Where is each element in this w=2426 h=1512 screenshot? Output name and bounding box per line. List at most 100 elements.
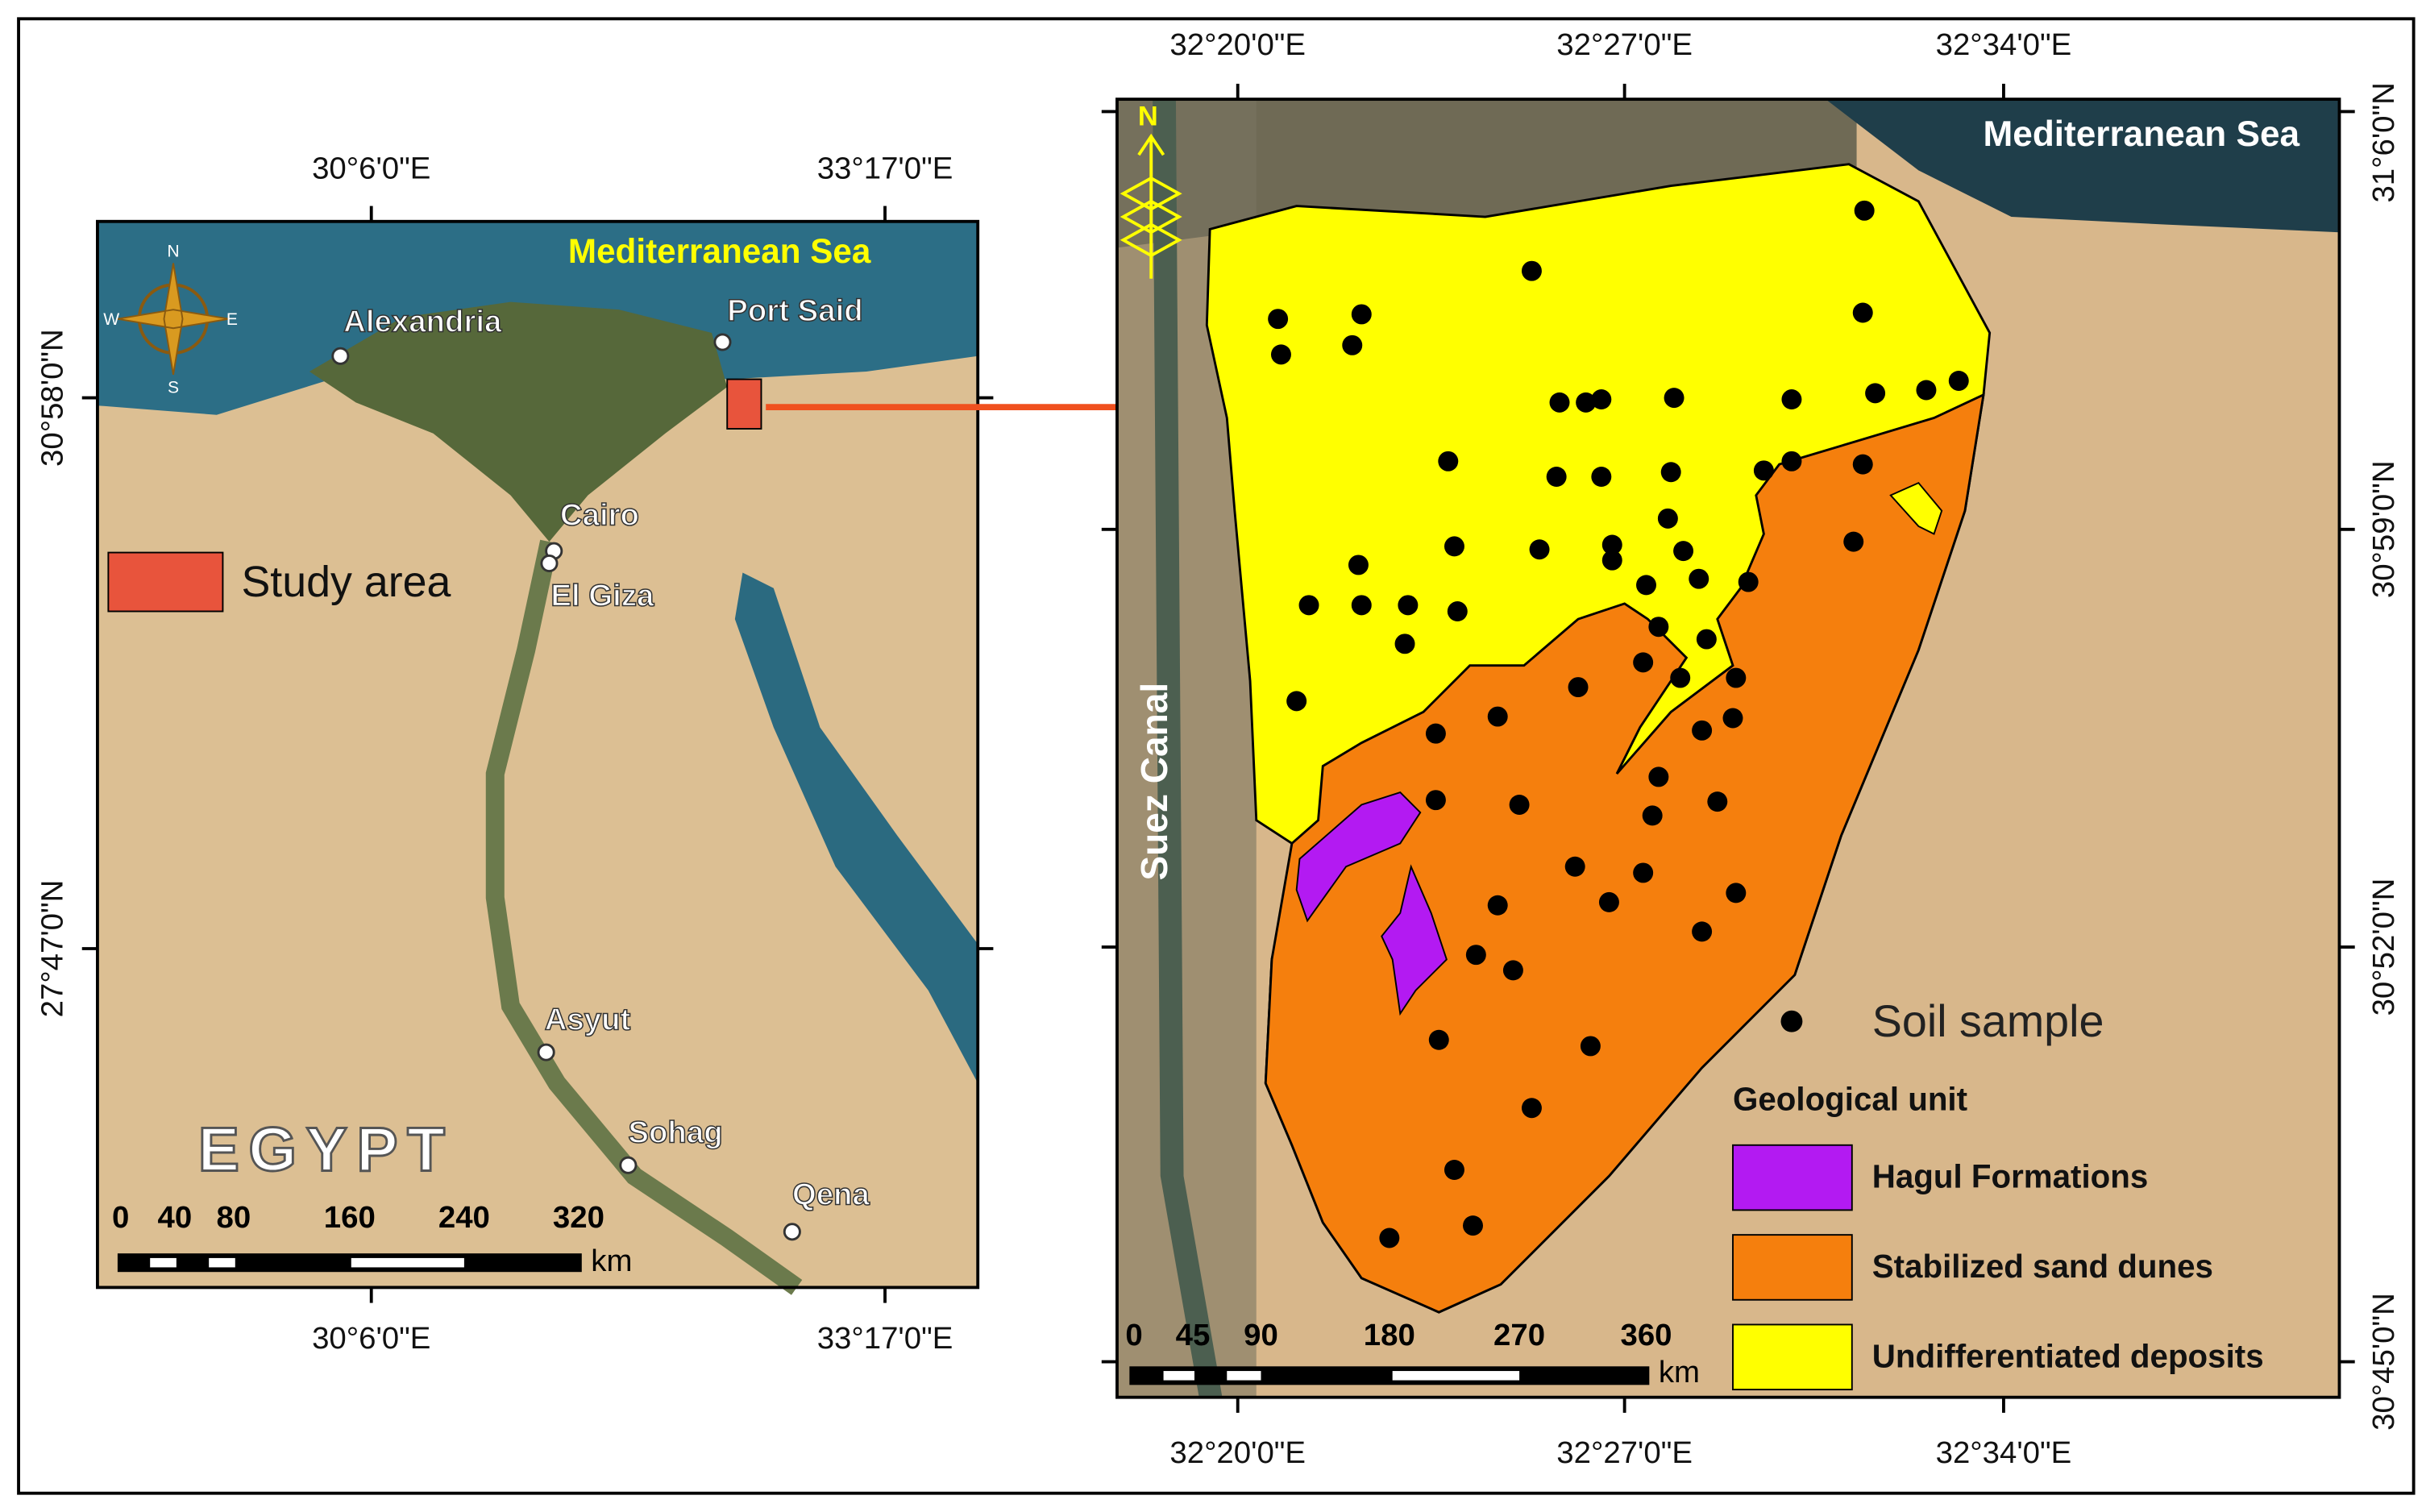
soil-sample <box>1648 766 1669 787</box>
scale-unit: km <box>1659 1355 1700 1389</box>
soil-sample <box>1549 392 1570 413</box>
soil-sample <box>1642 805 1663 826</box>
coord-label: 33°17'0"E <box>817 152 953 186</box>
soil-sample <box>1670 667 1691 688</box>
soil-sample <box>1463 1215 1483 1236</box>
place-label: Sohag <box>628 1115 722 1149</box>
soil-sample <box>1576 392 1597 413</box>
coord-label: 33°17'0"E <box>817 1321 953 1356</box>
scale-label: 160 <box>324 1200 376 1235</box>
soil-sample <box>1546 467 1567 487</box>
scale-labels: 0 45 90 180 270 360 <box>1125 1318 1672 1352</box>
soil-sample <box>1598 891 1619 912</box>
sea-label: Mediterranean Sea <box>1984 114 2300 154</box>
soil-sample <box>1568 677 1589 698</box>
place-label: Cairo <box>560 498 639 533</box>
soil-sample <box>1753 460 1774 481</box>
sea-label: Mediterranean Sea <box>568 232 871 270</box>
soil-sample <box>1722 708 1743 729</box>
soil-sample <box>1591 467 1612 487</box>
canal-label: Suez Canal <box>1133 683 1175 881</box>
soil-sample <box>1379 1227 1400 1248</box>
soil-sample <box>1664 388 1684 409</box>
soil-sample <box>1633 862 1654 883</box>
legend-title: Geological unit <box>1733 1082 1967 1118</box>
soil-sample <box>1351 595 1372 616</box>
coord-label: 30°45'0"N <box>2366 1293 2401 1431</box>
scale-label: 240 <box>438 1200 490 1235</box>
compass <box>117 263 230 375</box>
legend-label: Study area <box>241 558 451 606</box>
soil-sample <box>1689 568 1709 589</box>
compass-letter: W <box>103 310 119 329</box>
soil-sample <box>1726 883 1747 903</box>
soil-sample <box>1696 629 1717 650</box>
soil-sample <box>1342 334 1363 355</box>
soil-sample <box>1852 302 1873 323</box>
legend-swatch <box>1732 1234 1853 1301</box>
coord-label: 30°52'0"N <box>2366 879 2401 1016</box>
soil-sample <box>1465 945 1486 966</box>
soil-sample <box>1657 508 1678 529</box>
place-label: El Giza <box>550 578 654 613</box>
legend-swatch <box>1732 1144 1853 1211</box>
canal <box>1153 99 1223 1398</box>
legend-swatch <box>107 551 224 613</box>
soil-sample <box>1692 720 1713 741</box>
soil-sample <box>1707 791 1728 812</box>
soil-sample <box>1673 541 1694 562</box>
scale-label: 180 <box>1364 1318 1415 1352</box>
scale-label: 320 <box>553 1200 604 1235</box>
soil-sample <box>1852 454 1873 475</box>
coord-label: 32°27'0"E <box>1556 27 1693 62</box>
soil-sample <box>1351 304 1372 325</box>
scale-label: 45 <box>1176 1318 1211 1352</box>
soil-sample <box>1854 200 1875 221</box>
soil-sample <box>1648 617 1669 638</box>
scale-label: 80 <box>217 1200 251 1235</box>
soil-sample <box>1487 895 1508 916</box>
legend-label: Hagul Formations <box>1872 1159 2149 1195</box>
soil-sample <box>1781 451 1802 471</box>
soil-sample <box>1438 451 1459 471</box>
soil-sample <box>1564 856 1585 877</box>
legend-swatch <box>1732 1323 1853 1391</box>
soil-sample <box>1660 462 1681 483</box>
legend-label: Stabilized sand dunes <box>1872 1248 2213 1285</box>
soil-sample <box>1601 550 1622 571</box>
soil-sample <box>1286 691 1307 712</box>
soil-sample <box>1636 575 1656 596</box>
coord-label: 32°20'0"E <box>1169 1435 1306 1470</box>
coord-label: 32°34'0"E <box>1936 1435 2072 1470</box>
compass-letter: E <box>226 310 238 329</box>
red-sea <box>734 572 978 1084</box>
frame <box>96 219 980 1290</box>
soil-sample <box>1425 790 1446 811</box>
north-label: N <box>1138 101 1158 131</box>
ticks <box>1101 83 2355 1413</box>
soil-sample <box>1444 1160 1464 1180</box>
coord-label: 32°27'0"E <box>1556 1435 1693 1470</box>
soil-sample <box>1348 555 1369 575</box>
scale-unit: km <box>591 1244 632 1278</box>
soil-sample <box>1633 652 1654 673</box>
soil-sample <box>1521 260 1542 281</box>
soil-sample <box>1447 601 1468 621</box>
soil-sample <box>1916 380 1937 401</box>
place-label: Port Said <box>727 293 862 328</box>
soil-samples <box>1268 200 1969 1248</box>
soil-sample <box>1843 531 1864 552</box>
soil-sample <box>1270 344 1291 365</box>
legend: Hagul Formations Stabilized sand dunes Und… <box>1732 1144 2264 1391</box>
hagul-formation <box>1381 864 1448 1016</box>
soil-sample <box>1692 921 1713 942</box>
soil-sample <box>1509 794 1530 815</box>
compass-letter: N <box>167 243 179 261</box>
soil-sample <box>1601 534 1622 555</box>
coord-label: 31°6'0"N <box>2366 82 2401 202</box>
coord-label: 30°58'0"N <box>35 329 69 467</box>
legend-label: Undifferentiated deposits <box>1872 1338 2264 1374</box>
soil-sample <box>1444 536 1464 557</box>
coord-label: 30°6'0"E <box>312 1321 430 1356</box>
nile-delta <box>309 301 728 542</box>
